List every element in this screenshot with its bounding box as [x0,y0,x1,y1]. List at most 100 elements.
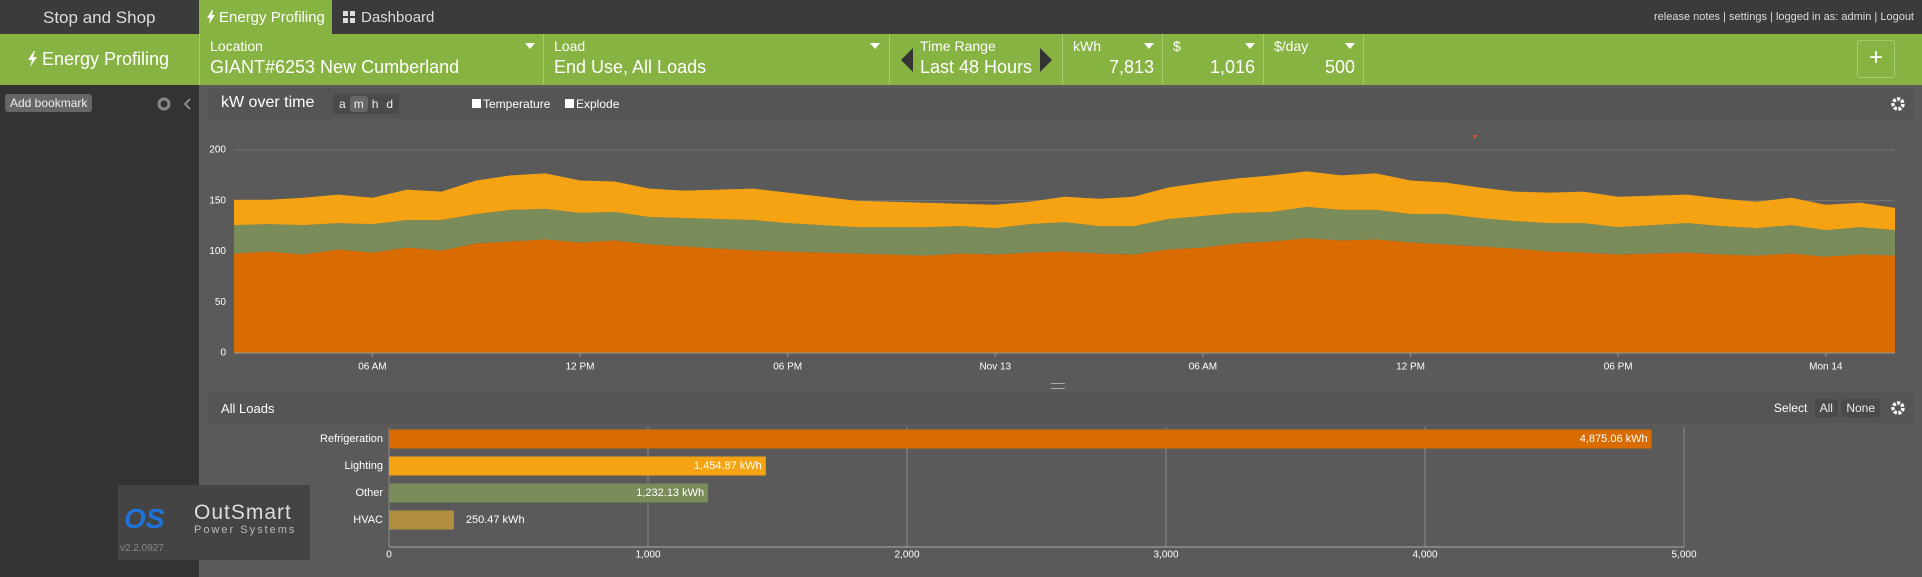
cost-per-day-field[interactable]: $/day 500 [1263,34,1364,85]
bolt-icon [28,51,37,67]
x-tick-label: Mon 14 [1809,362,1843,373]
caret [1245,43,1255,49]
tab-label: Energy Profiling [219,9,325,26]
tab-label[interactable]: Dashboard [361,9,435,26]
option-label: Explode [576,97,620,111]
category-label: Other [355,487,383,499]
grid-icon [343,11,355,23]
option-label: Temperature [483,97,551,111]
marker [1473,135,1477,139]
value-label: 1,232.13 kWh [636,487,704,499]
toolbar-title: Energy Profiling [42,49,170,69]
x-tick-label: 5,000 [1671,550,1696,561]
scale-button[interactable]: m [349,96,368,112]
select-controls: Select All None [1774,399,1880,417]
time-range-field[interactable]: Time Range Last 48 Hours [889,34,1062,85]
x-tick-label: 12 PM [1396,362,1425,373]
link[interactable]: Logout [1880,11,1914,23]
value-label: 1,454.87 kWh [694,460,762,472]
version: v2.2.0927 [120,543,164,554]
field-value: GIANT#6253 New Cumberland [210,57,460,77]
scale-button[interactable]: a [339,97,346,111]
settings-icon[interactable] [1890,400,1906,416]
next-arrow[interactable] [1040,48,1052,72]
top-bar: Stop and Shop Energy Profiling Dashboard… [0,0,1922,34]
category-label: Lighting [344,460,383,472]
bar [389,429,1652,449]
field-value: Last 48 Hours [920,57,1033,77]
x-tick-label: Nov 13 [979,362,1011,373]
y-tick-label: 0 [220,348,226,359]
bolt-icon [207,10,215,24]
field-value: 500 [1324,57,1355,77]
field-value: 7,813 [1108,57,1154,77]
link[interactable]: logged in as: admin [1775,11,1872,23]
area [234,171,1895,231]
temperature-option[interactable]: Temperature [472,97,550,111]
x-tick-label: 3,000 [1153,550,1178,561]
checkbox[interactable] [472,99,481,108]
panel-header: All Loads Select All None [207,392,1914,423]
scale-button[interactable]: d [386,97,394,111]
field-label: $ [1173,38,1181,54]
x-tick-label: 2,000 [894,550,919,561]
x-tick-label: 06 PM [1604,362,1633,373]
bar [389,483,709,503]
y-tick-label: 100 [209,246,226,257]
field-label: kWh [1073,38,1101,54]
category-label: HVAC [353,514,383,526]
bar [389,456,766,476]
x-tick-label: 06 AM [1189,362,1217,373]
location-field[interactable]: Location GIANT#6253 New Cumberland [199,34,543,85]
brand[interactable]: Stop and Shop [43,8,156,27]
field-value: End Use, All Loads [554,57,707,77]
select-label: Select [1773,401,1808,415]
x-tick-label: 1,000 [635,550,660,561]
sidebar-icons[interactable] [157,97,193,111]
add-bookmark[interactable]: Add bookmark [5,94,93,112]
field-label: $/day [1274,38,1309,54]
panel-title: kW over time [221,94,315,111]
x-tick-label: 06 AM [358,362,386,373]
logo-sub: Power Systems [194,524,297,536]
select-none[interactable]: None [1841,399,1880,417]
tab-active[interactable]: Energy Profiling [199,0,332,34]
scale-button[interactable]: h [371,97,379,111]
y-tick-label: 200 [209,145,226,156]
x-tick-label: 12 PM [566,362,595,373]
toolbar: Energy Profiling [0,34,1922,85]
y-tick-label: 150 [209,195,226,206]
link[interactable]: settings [1729,11,1767,23]
caret [1345,43,1355,49]
x-tick-label: 0 [386,550,392,561]
y-tick-label: 50 [215,297,227,308]
caret [1144,43,1154,49]
category-label: Refrigeration [320,433,383,445]
load-field[interactable]: Load End Use, All Loads [543,34,889,85]
cost-field[interactable]: $1,016 [1162,34,1263,85]
kw-chart: 0 50 100 150 200 06 AM 12 PM 06 PM Nov 13 06 AM 12… [209,135,1895,373]
field-value: 1,016 [1209,57,1255,77]
logo-box: OS OutSmart Power Systems v2.2.0927 [118,485,310,560]
prev-arrow[interactable] [901,48,913,72]
resize-handle[interactable] [1051,383,1065,389]
area [234,238,1895,353]
x-tick-label: 4,000 [1412,550,1437,561]
field-label: Location [210,38,263,54]
loads-chart: 0 1,000 2,000 3,000 4,000 5,000 Refrigeration 4… [320,427,1697,561]
checkbox[interactable] [565,99,574,108]
panel-title: All Loads [221,401,275,416]
kwh-field[interactable]: kWh 7,813 [1062,34,1162,85]
logo-mark: OS [124,503,165,534]
settings-icon[interactable] [1890,96,1906,112]
select-all[interactable]: All [1814,399,1838,417]
x-tick-label: 06 PM [773,362,802,373]
link[interactable]: release notes [1654,11,1721,23]
add-button[interactable]: + [1857,40,1895,78]
area [234,206,1895,257]
caret [870,43,880,49]
explode-option[interactable]: Explode [565,97,619,111]
